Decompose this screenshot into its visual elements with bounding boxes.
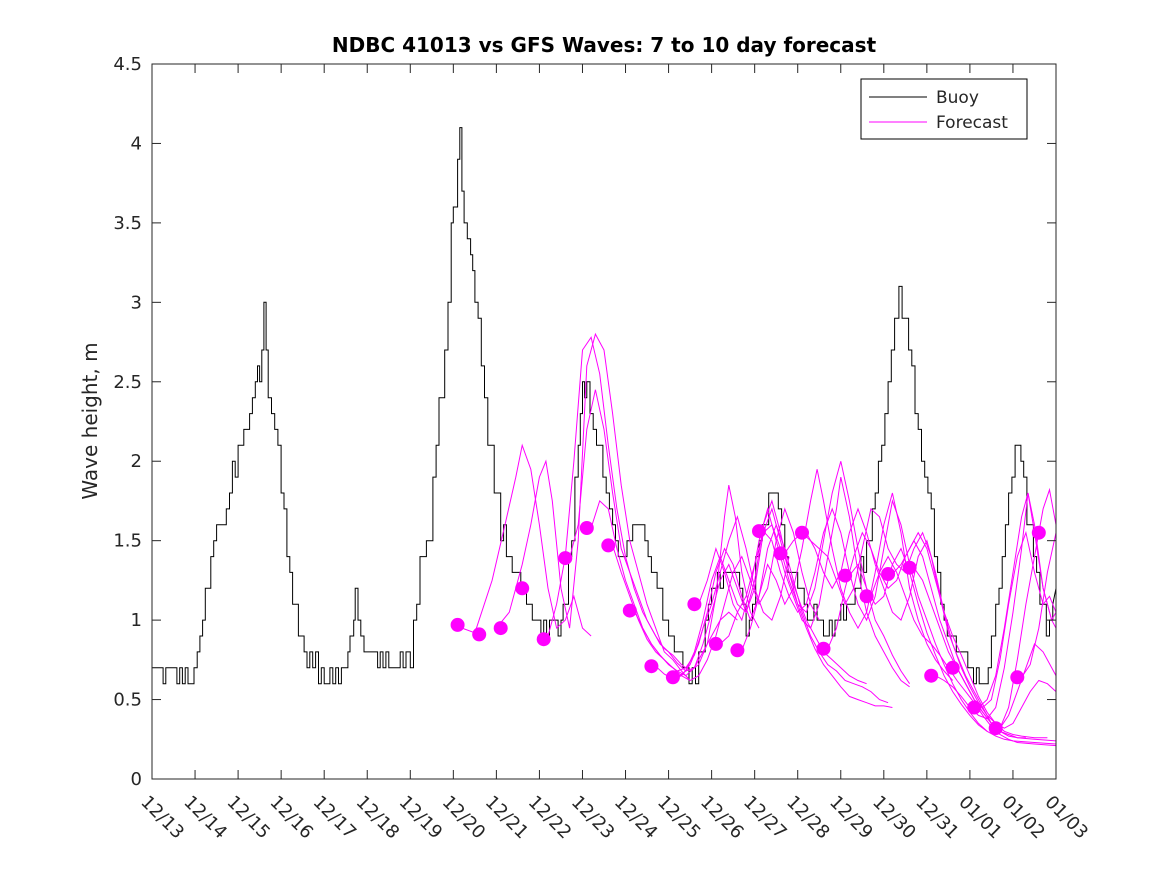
x-tick-label: 12/29 (825, 792, 877, 844)
buoy-line (152, 127, 1057, 685)
forecast-line (935, 492, 1057, 720)
x-tick-label: 12/23 (567, 792, 619, 844)
forecast-marker (988, 721, 1003, 736)
forecast-line (978, 492, 1057, 708)
y-tick-label: 0.5 (113, 690, 142, 711)
forecast-marker (816, 641, 831, 656)
forecast-marker (924, 668, 939, 683)
forecast-marker (708, 636, 723, 651)
x-tick-label: 12/20 (438, 792, 490, 844)
forecast-marker (881, 567, 896, 581)
forecast-marker (601, 538, 616, 553)
x-axis: 12/1312/1412/1512/1612/1712/1812/1912/20… (136, 64, 1092, 843)
forecast-line (633, 507, 867, 685)
forecast-marker (1031, 525, 1046, 540)
legend-forecast-label: Forecast (936, 113, 1008, 133)
forecast-marker (515, 581, 530, 596)
forecast-line (719, 461, 911, 684)
x-tick-label: 12/27 (739, 792, 791, 844)
forecast-marker (773, 546, 788, 561)
forecast-line (1021, 532, 1057, 678)
x-tick-label: 12/22 (524, 792, 576, 844)
buoy-series (152, 127, 1057, 685)
forecast-line (496, 332, 691, 681)
forecast-marker (622, 603, 637, 618)
forecast-line (612, 507, 820, 682)
y-axis-label: Wave height, m (78, 342, 102, 499)
x-tick-label: 12/18 (352, 792, 404, 844)
x-tick-label: 01/02 (997, 792, 1049, 844)
x-tick-label: 12/19 (395, 792, 447, 844)
y-tick-label: 2.5 (113, 372, 142, 393)
x-tick-label: 01/01 (954, 792, 1006, 844)
forecast-line (539, 336, 738, 672)
forecast-markers (450, 521, 1046, 736)
forecast-line (999, 487, 1057, 729)
x-tick-label: 12/13 (136, 792, 188, 844)
legend-buoy-label: Buoy (936, 88, 979, 108)
x-tick-label: 12/25 (653, 792, 705, 844)
x-tick-label: 12/21 (481, 792, 533, 844)
x-tick-label: 12/28 (782, 792, 834, 844)
y-tick-label: 0 (131, 769, 142, 790)
forecast-line (913, 567, 1057, 729)
forecast-marker (1010, 670, 1025, 685)
forecast-marker (945, 660, 960, 675)
forecast-line (569, 389, 760, 672)
forecast-line (741, 469, 954, 681)
forecast-marker (644, 659, 659, 674)
forecast-marker (493, 621, 508, 636)
x-tick-label: 12/30 (868, 792, 920, 844)
forecast-marker (558, 551, 573, 566)
forecast-line (956, 530, 1057, 709)
forecast-line (655, 523, 889, 704)
forecast-line (827, 531, 1057, 742)
x-tick-label: 12/17 (309, 792, 361, 844)
plot-area (152, 127, 1057, 747)
forecast-line (762, 498, 988, 732)
legend: Buoy Forecast (860, 78, 1028, 140)
x-tick-label: 12/26 (696, 792, 748, 844)
forecast-marker (579, 521, 594, 535)
forecast-line (698, 476, 910, 688)
y-tick-label: 1 (131, 610, 142, 631)
forecast-line (849, 547, 1057, 745)
y-tick-label: 3.5 (113, 213, 142, 234)
x-tick-label: 12/14 (180, 792, 232, 844)
forecast-series (453, 332, 1057, 747)
forecast-marker (752, 524, 766, 539)
forecast-line (870, 555, 1057, 747)
forecast-marker (838, 568, 853, 583)
y-tick-label: 4.5 (113, 54, 142, 75)
forecast-marker (665, 670, 680, 685)
y-tick-label: 4 (131, 133, 142, 154)
y-tick-label: 3 (131, 292, 142, 313)
forecast-marker (472, 627, 487, 642)
forecast-marker (687, 597, 702, 612)
forecast-marker (967, 700, 982, 715)
forecast-marker (902, 560, 917, 575)
forecast-marker (730, 643, 745, 658)
forecast-line (892, 531, 1057, 729)
x-tick-label: 12/16 (266, 792, 318, 844)
forecast-marker (536, 632, 551, 647)
plot-frame (151, 63, 1057, 780)
x-tick-label: 12/31 (911, 792, 963, 844)
legend-box (860, 78, 1028, 140)
chart-title: NDBC 41013 vs GFS Waves: 7 to 10 day for… (332, 33, 877, 57)
y-tick-label: 1.5 (113, 531, 142, 552)
forecast-marker (450, 617, 465, 632)
x-tick-label: 01/03 (1040, 792, 1092, 844)
y-axis: 0 0.5 1 1.5 2 2.5 3 3.5 4 4.5 (113, 54, 1056, 790)
forecast-line (453, 443, 592, 637)
forecast-marker (795, 525, 809, 540)
y-tick-label: 2 (131, 451, 142, 472)
forecast-marker (859, 589, 874, 604)
x-tick-label: 12/24 (610, 792, 662, 844)
x-tick-label: 12/15 (223, 792, 275, 844)
